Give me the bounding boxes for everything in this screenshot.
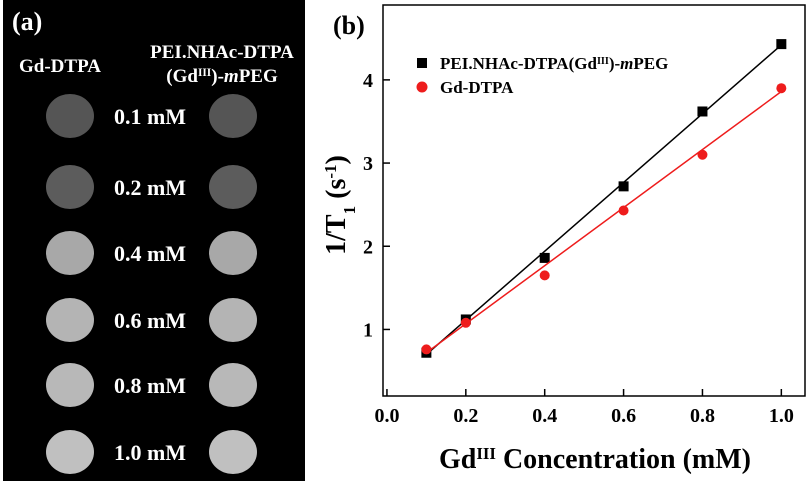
phantom-spot bbox=[209, 298, 257, 342]
legend-label-part: )- bbox=[609, 54, 621, 73]
column-header-part: m bbox=[224, 66, 239, 87]
phantom-spot bbox=[46, 363, 94, 407]
legend-label-part: PEG bbox=[633, 54, 668, 73]
data-point bbox=[619, 181, 629, 191]
column-header-part: PEG bbox=[239, 66, 278, 87]
x-tick-label: 1.0 bbox=[769, 405, 794, 427]
x-tick-label: 0.0 bbox=[374, 405, 399, 427]
x-axis-label-part: Concentration (mM) bbox=[496, 444, 751, 475]
legend-marker bbox=[417, 82, 428, 93]
fit-line bbox=[426, 92, 781, 353]
x-tick-label: 0.6 bbox=[611, 405, 636, 427]
data-point bbox=[776, 83, 786, 93]
data-point bbox=[421, 344, 431, 354]
phantom-spot bbox=[46, 298, 94, 342]
y-axis-label-part: 1 bbox=[340, 206, 359, 215]
data-point bbox=[461, 318, 471, 328]
column-header-part: PEI.NHAc-DTPA bbox=[150, 42, 294, 63]
panel-label: (b) bbox=[333, 11, 365, 40]
concentration-label: 0.1 mM bbox=[114, 104, 186, 129]
phantom-spot bbox=[46, 165, 94, 209]
phantom-spot bbox=[209, 430, 257, 474]
y-axis-label-part: (s bbox=[321, 179, 352, 206]
concentration-label: 0.6 mM bbox=[114, 308, 186, 333]
concentration-label: 0.2 mM bbox=[114, 175, 186, 200]
data-point bbox=[697, 150, 707, 160]
column-header-part: III bbox=[198, 67, 212, 79]
legend-label-part: Gd-DTPA bbox=[440, 78, 514, 97]
y-axis-label: 1/T1 (s-1) bbox=[321, 155, 359, 255]
phantom-spot bbox=[209, 165, 257, 209]
column-header: Gd-DTPA bbox=[19, 56, 101, 77]
y-axis-label-part: -1 bbox=[321, 164, 340, 178]
legend-label-part: PEI.NHAc-DTPA(Gd bbox=[440, 54, 597, 73]
y-axis-label-part: ) bbox=[321, 155, 352, 164]
y-tick-label: 1 bbox=[363, 319, 373, 341]
x-tick-label: 0.8 bbox=[690, 405, 715, 427]
phantom-spot bbox=[209, 363, 257, 407]
x-tick-label: 0.2 bbox=[453, 405, 478, 427]
column-header-part: (Gd bbox=[166, 66, 198, 87]
phantom-spot bbox=[209, 94, 257, 138]
x-axis-label-part: III bbox=[476, 444, 496, 463]
panel-label: (a) bbox=[12, 7, 42, 36]
legend-label-part: m bbox=[620, 54, 633, 73]
data-point bbox=[697, 106, 707, 116]
phantom-spot bbox=[46, 430, 94, 474]
x-axis-label-part: Gd bbox=[439, 444, 477, 475]
data-point bbox=[540, 253, 550, 263]
column-header: (GdIII)-mPEG bbox=[166, 66, 278, 87]
x-axis-label: GdIII Concentration (mM) bbox=[439, 444, 751, 476]
x-tick-label: 0.4 bbox=[532, 405, 557, 427]
data-point bbox=[619, 205, 629, 215]
concentration-label: 0.8 mM bbox=[114, 373, 186, 398]
column-header-part: Gd-DTPA bbox=[19, 56, 101, 77]
data-point bbox=[540, 270, 550, 280]
concentration-label: 0.4 mM bbox=[114, 241, 186, 266]
legend-label: PEI.NHAc-DTPA(GdIII)-mPEG bbox=[440, 54, 668, 73]
legend-label: Gd-DTPA bbox=[440, 78, 514, 97]
phantom-spot bbox=[46, 94, 94, 138]
figure: (a) (b) Gd-DTPAPEI.NHAc-DTPA(GdIII)-mPEG… bbox=[0, 0, 807, 481]
column-header-part: )- bbox=[211, 66, 224, 87]
phantom-spot bbox=[209, 231, 257, 275]
legend-label-part: III bbox=[597, 56, 609, 67]
legend-marker bbox=[417, 58, 427, 68]
y-tick-label: 4 bbox=[363, 70, 373, 92]
phantom-spot bbox=[46, 231, 94, 275]
concentration-label: 1.0 mM bbox=[114, 440, 186, 465]
data-point bbox=[776, 39, 786, 49]
y-tick-label: 3 bbox=[363, 153, 373, 175]
y-tick-label: 2 bbox=[363, 236, 373, 258]
column-header: PEI.NHAc-DTPA bbox=[150, 42, 294, 63]
y-axis-label-part: 1/T bbox=[321, 214, 352, 255]
